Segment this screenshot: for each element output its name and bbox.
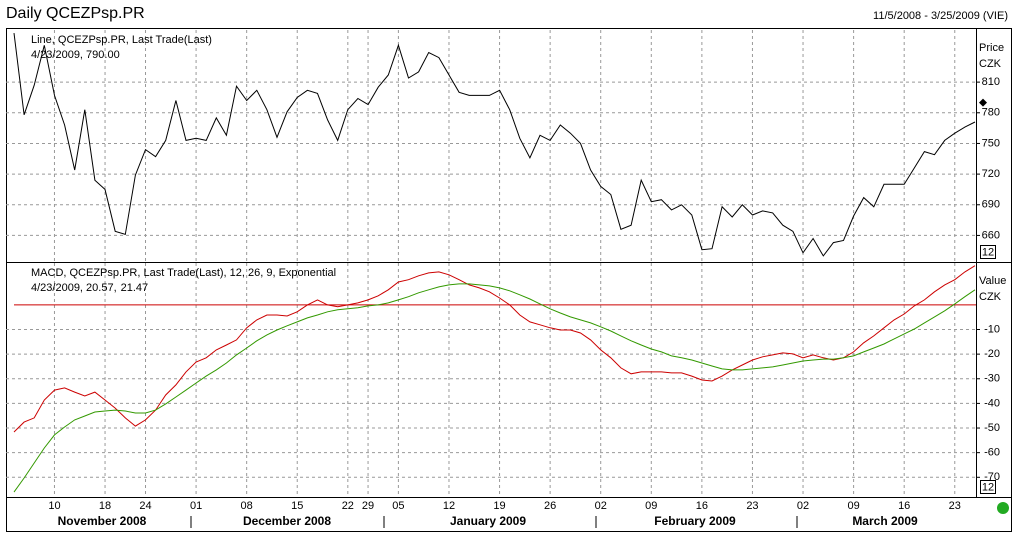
x-group-label: January 2009 <box>450 514 526 528</box>
status-dot <box>997 502 1009 514</box>
x-tick-label: 19 <box>493 500 505 512</box>
x-tick-label: 02 <box>595 500 607 512</box>
legend-text: 21.47 <box>121 282 149 294</box>
axis-label: Price <box>979 42 1004 54</box>
axis-label: CZK <box>979 291 1002 303</box>
legend-text: Line, QCEZPsp.PR, Last Trade(Last) <box>31 34 212 46</box>
y-tick-label: -10 <box>984 323 1000 335</box>
badge: 12 <box>982 246 994 258</box>
x-tick-label: 09 <box>847 500 859 512</box>
y-tick-label: 810 <box>982 76 1000 88</box>
x-tick-label: 01 <box>190 500 202 512</box>
x-tick-label: 24 <box>139 500 151 512</box>
x-tick-label: 26 <box>544 500 556 512</box>
y-tick-label: 690 <box>982 199 1000 211</box>
x-group-label: December 2008 <box>243 514 331 528</box>
x-tick-label: 29 <box>362 500 374 512</box>
axis-label: CZK <box>979 58 1002 70</box>
x-tick-label: 08 <box>241 500 253 512</box>
x-tick-label: 16 <box>898 500 910 512</box>
y-tick-label: -30 <box>984 373 1000 385</box>
date-range: 11/5/2008 - 3/25/2009 (VIE) <box>873 10 1008 22</box>
series-line <box>13 283 976 493</box>
y-tick-label: 780 <box>982 107 1000 119</box>
legend-text: MACD, QCEZPsp.PR, Last Trade(Last), 12, … <box>31 267 336 279</box>
x-tick-label: 22 <box>342 500 354 512</box>
series-line <box>13 265 976 433</box>
y-tick-label: -40 <box>984 397 1000 409</box>
frame <box>6 28 1012 532</box>
x-tick-label: 18 <box>99 500 111 512</box>
x-tick-label: 10 <box>48 500 60 512</box>
x-tick-label: 23 <box>746 500 758 512</box>
x-group-label: February 2009 <box>654 514 736 528</box>
x-tick-label: 12 <box>443 500 455 512</box>
axis-label: Value <box>979 275 1006 287</box>
y-tick-label: 660 <box>982 229 1000 241</box>
y-tick-label: 720 <box>982 168 1000 180</box>
legend-text: 4/23/2009, 790.00 <box>31 49 120 61</box>
badge-box <box>980 245 996 259</box>
chart-title: Daily QCEZPsp.PR <box>6 5 145 22</box>
legend-text: 4/23/2009, 20.57, <box>31 282 117 294</box>
y-tick-label: -60 <box>984 447 1000 459</box>
x-tick-label: 02 <box>797 500 809 512</box>
x-tick-label: 09 <box>645 500 657 512</box>
x-tick-label: 23 <box>949 500 961 512</box>
badge: 12 <box>982 481 994 493</box>
last-value-marker <box>979 98 987 107</box>
x-group-label: November 2008 <box>58 514 147 528</box>
badge-box <box>980 480 996 494</box>
x-tick-label: 05 <box>392 500 404 512</box>
y-tick-label: -50 <box>984 422 1000 434</box>
series-line <box>13 33 976 257</box>
y-tick-label: -20 <box>984 348 1000 360</box>
x-group-label: March 2009 <box>852 514 918 528</box>
y-tick-label: 750 <box>982 137 1000 149</box>
x-tick-label: 15 <box>291 500 303 512</box>
x-tick-label: 16 <box>696 500 708 512</box>
